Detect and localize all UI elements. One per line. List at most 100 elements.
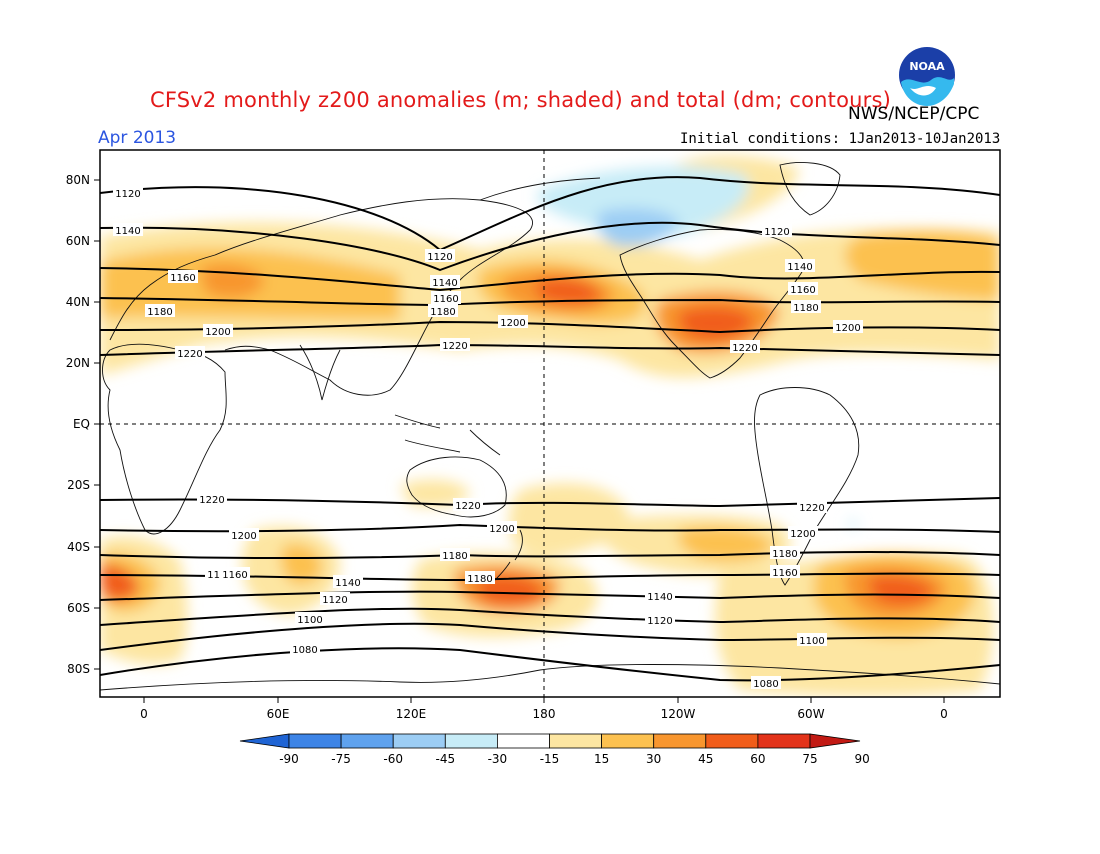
colorbar-tick-label: 15 (594, 752, 609, 766)
lon-label: 60W (797, 707, 824, 721)
colorbar-tick-label: 30 (646, 752, 661, 766)
contour-label-bg (762, 224, 792, 237)
contour-1100-sh (100, 622, 1000, 651)
colorbar-swatch (757, 733, 811, 749)
contour-label-bg (430, 275, 460, 288)
coast-antarctica (100, 664, 1000, 691)
contour-label-bg (785, 259, 815, 272)
colorbar-swatch (496, 733, 550, 749)
contour-label: 1080 (753, 679, 778, 690)
contour-label: 1180 (772, 549, 797, 560)
contour-1180-nh (100, 297, 1000, 307)
contour-label-bg (333, 575, 363, 588)
contour-label-bg (797, 633, 827, 646)
anomaly-region-south-atl-west-core (100, 564, 140, 601)
contour-label-bg (175, 346, 205, 359)
contour-label-bg (290, 642, 320, 655)
contour-label-bg (320, 592, 350, 605)
lat-label: 20N (66, 356, 90, 370)
contour-label-bg (440, 548, 470, 561)
contour-label-bg (203, 324, 233, 337)
contour-label: 1220 (455, 501, 480, 512)
contour-label: 1160 (222, 570, 247, 581)
contour-1120-nh (100, 176, 1000, 252)
anomaly-region-south-indian-core (280, 543, 323, 585)
contour-label: 1220 (732, 343, 757, 354)
contour-label-bg (113, 223, 143, 236)
contour-label-bg (770, 565, 800, 578)
lon-label: 120W (661, 707, 696, 721)
contour-label-bg (788, 526, 818, 539)
lat-label: 60S (67, 601, 90, 615)
svg-text:NOAA: NOAA (909, 60, 945, 73)
contour-label: 1200 (489, 524, 514, 535)
colorbar-tick-label: -30 (488, 752, 508, 766)
initial-conditions: Initial conditions: 1Jan2013-10Jan2013 (680, 131, 1001, 147)
contour-label-bg (431, 291, 461, 304)
colorbar-tick-label: 90 (854, 752, 869, 766)
coast-north-america (619, 229, 805, 379)
contour-label: 1200 (835, 323, 860, 334)
lat-label: 80N (66, 173, 90, 187)
contour-label: 1220 (799, 503, 824, 514)
colorbar-tick-label: -45 (435, 752, 455, 766)
lat-label: EQ (73, 417, 90, 431)
contour-label-bg (730, 340, 760, 353)
colorbar-swatch (549, 733, 602, 749)
colorbar-swatch (392, 733, 446, 749)
contour-label: 1220 (177, 349, 202, 360)
lat-label: 80S (67, 662, 90, 676)
contour-label: 1160 (170, 273, 195, 284)
contour-label-bg (453, 498, 483, 511)
colorbar-swatch (653, 733, 707, 749)
contour-label-bg (197, 492, 227, 505)
contour-label-bg (465, 571, 495, 584)
contour-1220-sh (100, 497, 1000, 508)
contour-label: 1180 (147, 307, 172, 318)
contour-label: 1180 (442, 551, 467, 562)
contour-label-bg (113, 186, 143, 199)
contour-label: 1080 (292, 645, 317, 656)
contour-label-bg (168, 270, 198, 283)
contour-label: 1200 (205, 327, 230, 338)
contour-1140-sh (100, 590, 1000, 601)
colorbar-tick-label: -60 (383, 752, 403, 766)
contour-label: 1160 (433, 294, 458, 305)
contour-label: 1140 (335, 578, 360, 589)
lon-label: 60E (267, 707, 290, 721)
contour-label-bg (797, 500, 827, 513)
contour-label-bg (791, 300, 821, 313)
contour-label-bg (145, 304, 175, 317)
anomaly-region-arctic-negative (536, 166, 749, 237)
lat-label: 20S (67, 478, 90, 492)
contour-label: 1200 (790, 529, 815, 540)
contour-label-bg (833, 320, 863, 333)
contour-label-bg (645, 613, 675, 626)
contour-label: 1200 (231, 531, 256, 542)
lat-label: 40N (66, 295, 90, 309)
colorbar-tick-label: -15 (540, 752, 560, 766)
colorbar-swatch (444, 733, 498, 749)
contour-label: 1140 (432, 278, 457, 289)
contour-1120-sh (100, 607, 1000, 626)
lon-label: 0 (940, 707, 948, 721)
noaa-logo-icon: NOAA (897, 45, 957, 106)
contour-label-bg (645, 589, 675, 602)
contour-label-bg (428, 304, 458, 317)
coast-south-america (754, 387, 860, 586)
colorbar-swatch (340, 733, 394, 749)
contour-label: 1180 (467, 574, 492, 585)
contour-label-bg (498, 315, 528, 328)
height-contours (100, 176, 1000, 682)
colorbar-tick-label: -90 (279, 752, 299, 766)
lat-label: 40S (67, 540, 90, 554)
contour-label-bg (295, 612, 325, 625)
lon-label: 180 (533, 707, 556, 721)
anomaly-region-tasman (508, 483, 629, 557)
contour-label: 1120 (647, 616, 672, 627)
anomaly-region-south-atl-east-core (868, 575, 935, 605)
contour-label-bg (770, 546, 800, 559)
contour-label-bg (751, 676, 781, 689)
contour-1220-nh (100, 343, 1000, 356)
